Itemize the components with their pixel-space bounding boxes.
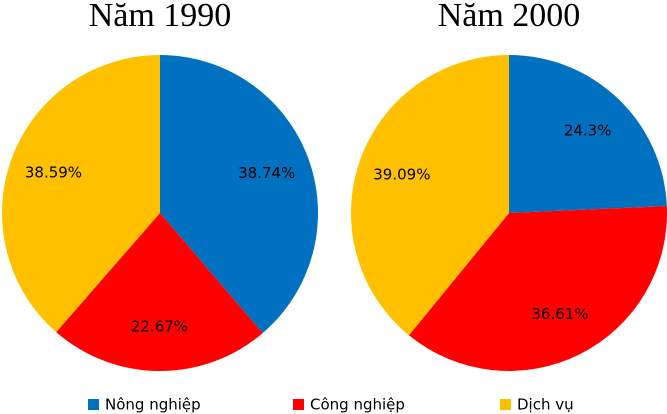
legend-swatch (88, 399, 99, 410)
data-label: 39.09% (373, 165, 430, 183)
legend-label: Công nghiệp (310, 396, 405, 414)
pie-slice: Công nghiệp (408, 206, 667, 371)
legend-swatch (293, 399, 304, 410)
legend-swatch (500, 399, 511, 410)
data-label: 24.3% (564, 121, 612, 139)
chart-title: Năm 1990 (89, 0, 232, 34)
pie-slice: Nông nghiệp (160, 55, 319, 334)
pie-slice: Nông nghiệp (509, 55, 667, 213)
data-label: 22.67% (131, 317, 188, 335)
pie-slice: Dịch vụ (351, 55, 509, 336)
legend-label: Dịch vụ (517, 396, 574, 414)
legend-label: Nông nghiệp (105, 396, 201, 414)
data-label: 36.61% (531, 305, 588, 323)
chart-title: Năm 2000 (438, 0, 581, 34)
data-label: 38.74% (238, 164, 295, 182)
data-label: 38.59% (25, 164, 82, 182)
pie-slice: Công nghiệp (56, 213, 263, 372)
pie-slice: Dịch vụ (1, 55, 160, 333)
